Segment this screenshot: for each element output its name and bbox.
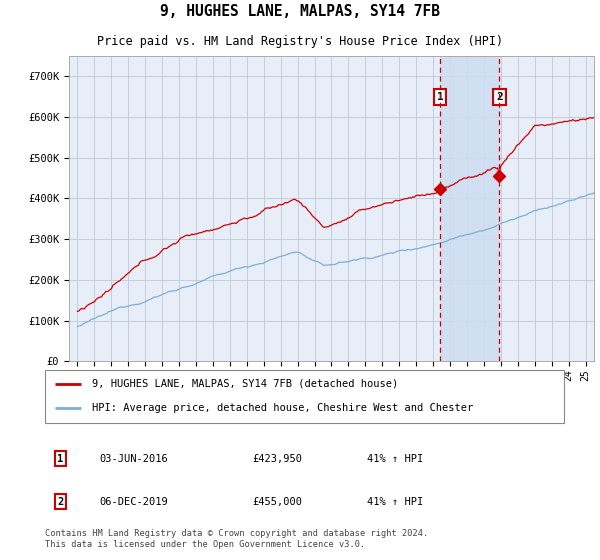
Text: 41% ↑ HPI: 41% ↑ HPI <box>367 454 423 464</box>
Text: 9, HUGHES LANE, MALPAS, SY14 7FB: 9, HUGHES LANE, MALPAS, SY14 7FB <box>160 4 440 18</box>
Text: Contains HM Land Registry data © Crown copyright and database right 2024.
This d: Contains HM Land Registry data © Crown c… <box>45 529 428 549</box>
Text: 9, HUGHES LANE, MALPAS, SY14 7FB (detached house): 9, HUGHES LANE, MALPAS, SY14 7FB (detach… <box>92 379 398 389</box>
Text: HPI: Average price, detached house, Cheshire West and Chester: HPI: Average price, detached house, Ches… <box>92 403 473 413</box>
Text: £423,950: £423,950 <box>253 454 302 464</box>
Text: 1: 1 <box>58 454 64 464</box>
Text: 1: 1 <box>437 92 443 102</box>
FancyBboxPatch shape <box>45 370 564 423</box>
Text: 2: 2 <box>496 92 503 102</box>
Text: 2: 2 <box>58 497 64 507</box>
Text: Price paid vs. HM Land Registry's House Price Index (HPI): Price paid vs. HM Land Registry's House … <box>97 35 503 49</box>
Text: £455,000: £455,000 <box>253 497 302 507</box>
Text: 41% ↑ HPI: 41% ↑ HPI <box>367 497 423 507</box>
Bar <box>440 56 499 361</box>
Text: 06-DEC-2019: 06-DEC-2019 <box>100 497 168 507</box>
Text: 03-JUN-2016: 03-JUN-2016 <box>100 454 168 464</box>
